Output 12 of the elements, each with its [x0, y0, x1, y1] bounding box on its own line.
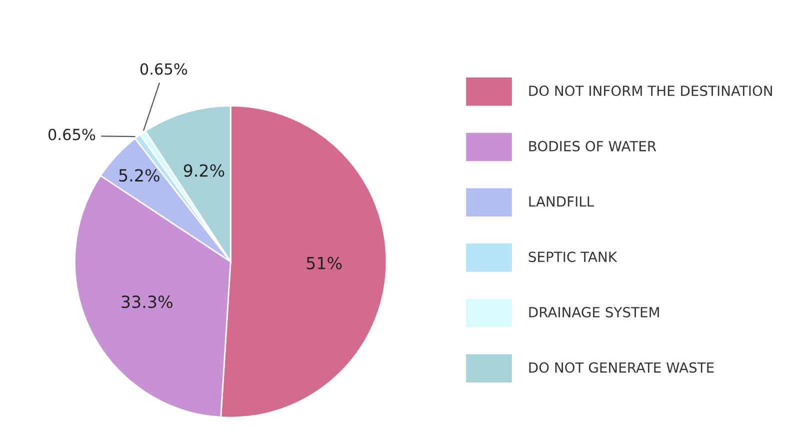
- data-label: 33.3%: [122, 296, 172, 308]
- legend-label: DO NOT INFORM THE DESTINATION: [529, 86, 772, 96]
- legend-label: BODIES OF WATER: [529, 140, 656, 152]
- data-label: 0.65%: [140, 63, 188, 75]
- data-label: 51%: [306, 256, 342, 270]
- legend-label: DRAINAGE SYSTEM: [529, 306, 659, 318]
- data-label: 0.65%: [48, 128, 96, 140]
- legend-label: DO NOT GENERATE WASTE: [529, 362, 714, 373]
- legend-label: LANDFILL: [529, 196, 594, 207]
- legend-label: SEPTIC TANK: [528, 252, 618, 262]
- data-label: 9.2%: [184, 164, 224, 177]
- data-label: 5.2%: [119, 169, 160, 182]
